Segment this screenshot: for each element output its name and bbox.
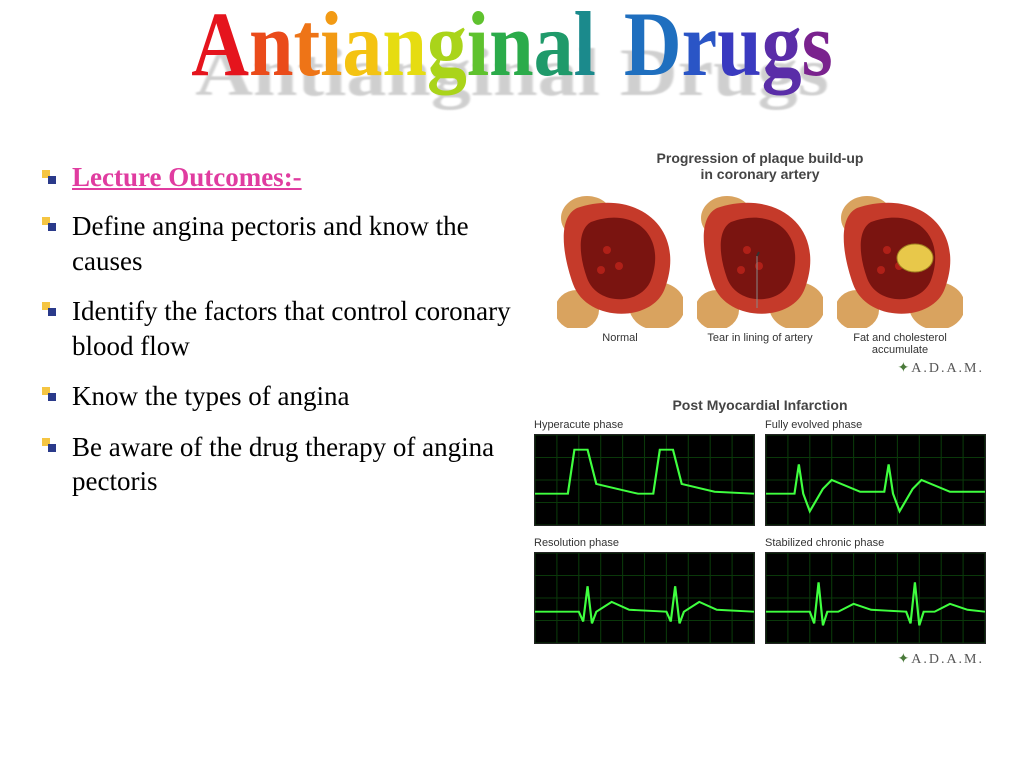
leaf-icon: ✦ (897, 361, 911, 376)
slide-title: Antianginal Drugs (191, 0, 833, 98)
figure-credit: ✦A.D.A.M. (530, 651, 990, 668)
ecg-figure: Post Myocardial Infarction Hyperacute ph… (530, 397, 990, 668)
figure2-title: Post Myocardial Infarction (530, 397, 990, 413)
ecg-panel: Hyperacute phase (534, 419, 755, 531)
ecg-label: Resolution phase (534, 537, 755, 549)
artery-panel: Tear in lining of artery (695, 188, 825, 358)
artery-label: Fat and cholesterol accumulate (835, 332, 965, 358)
ecg-label: Fully evolved phase (765, 419, 986, 431)
list-item: Be aware of the drug therapy of angina p… (42, 430, 512, 499)
ecg-panel: Fully evolved phase (765, 419, 986, 531)
figures-column: Progression of plaque build-up in corona… (530, 140, 990, 688)
figure1-title: Progression of plaque build-up in corona… (530, 150, 990, 182)
artery-label: Tear in lining of artery (695, 332, 825, 358)
artery-panel: Normal (555, 188, 685, 358)
list-item: Lecture Outcomes:- (42, 162, 512, 193)
artery-svg (837, 188, 963, 328)
bullet-text: Define angina pectoris and know the caus… (72, 209, 512, 278)
artery-svg (557, 188, 683, 328)
bullet-text: Know the types of angina (72, 379, 349, 414)
plaque-progression-figure: Progression of plaque build-up in corona… (530, 150, 990, 377)
bullet-icon (42, 387, 58, 403)
list-item: Know the types of angina (42, 379, 512, 414)
artery-label: Normal (555, 332, 685, 358)
lecture-outcomes-heading: Lecture Outcomes:- (72, 162, 302, 193)
artery-svg (697, 188, 823, 328)
ecg-label: Stabilized chronic phase (765, 537, 986, 549)
bullet-text: Be aware of the drug therapy of angina p… (72, 430, 512, 499)
bullet-icon (42, 438, 58, 454)
bullet-icon (42, 302, 58, 318)
artery-panels: Normal Tear in lining of artery Fat and … (530, 188, 990, 358)
figure-credit: ✦A.D.A.M. (530, 360, 990, 377)
ecg-panel: Resolution phase (534, 537, 755, 649)
content-area: Lecture Outcomes:- Define angina pectori… (0, 140, 1024, 688)
slide-title-area: Antianginal Drugs Antianginal Drugs (0, 0, 1024, 140)
list-item: Identify the factors that control corona… (42, 294, 512, 363)
ecg-trace (765, 552, 986, 644)
ecg-trace (534, 552, 755, 644)
ecg-label: Hyperacute phase (534, 419, 755, 431)
ecg-trace (534, 434, 755, 526)
bullet-text: Identify the factors that control corona… (72, 294, 512, 363)
ecg-panel: Stabilized chronic phase (765, 537, 986, 649)
bullet-list: Lecture Outcomes:- Define angina pectori… (42, 140, 512, 688)
list-item: Define angina pectoris and know the caus… (42, 209, 512, 278)
bullet-icon (42, 170, 58, 186)
ecg-trace (765, 434, 986, 526)
bullet-icon (42, 217, 58, 233)
ecg-panels: Hyperacute phase Fully evolved phase Res… (530, 419, 990, 649)
leaf-icon: ✦ (897, 652, 911, 667)
artery-panel: Fat and cholesterol accumulate (835, 188, 965, 358)
